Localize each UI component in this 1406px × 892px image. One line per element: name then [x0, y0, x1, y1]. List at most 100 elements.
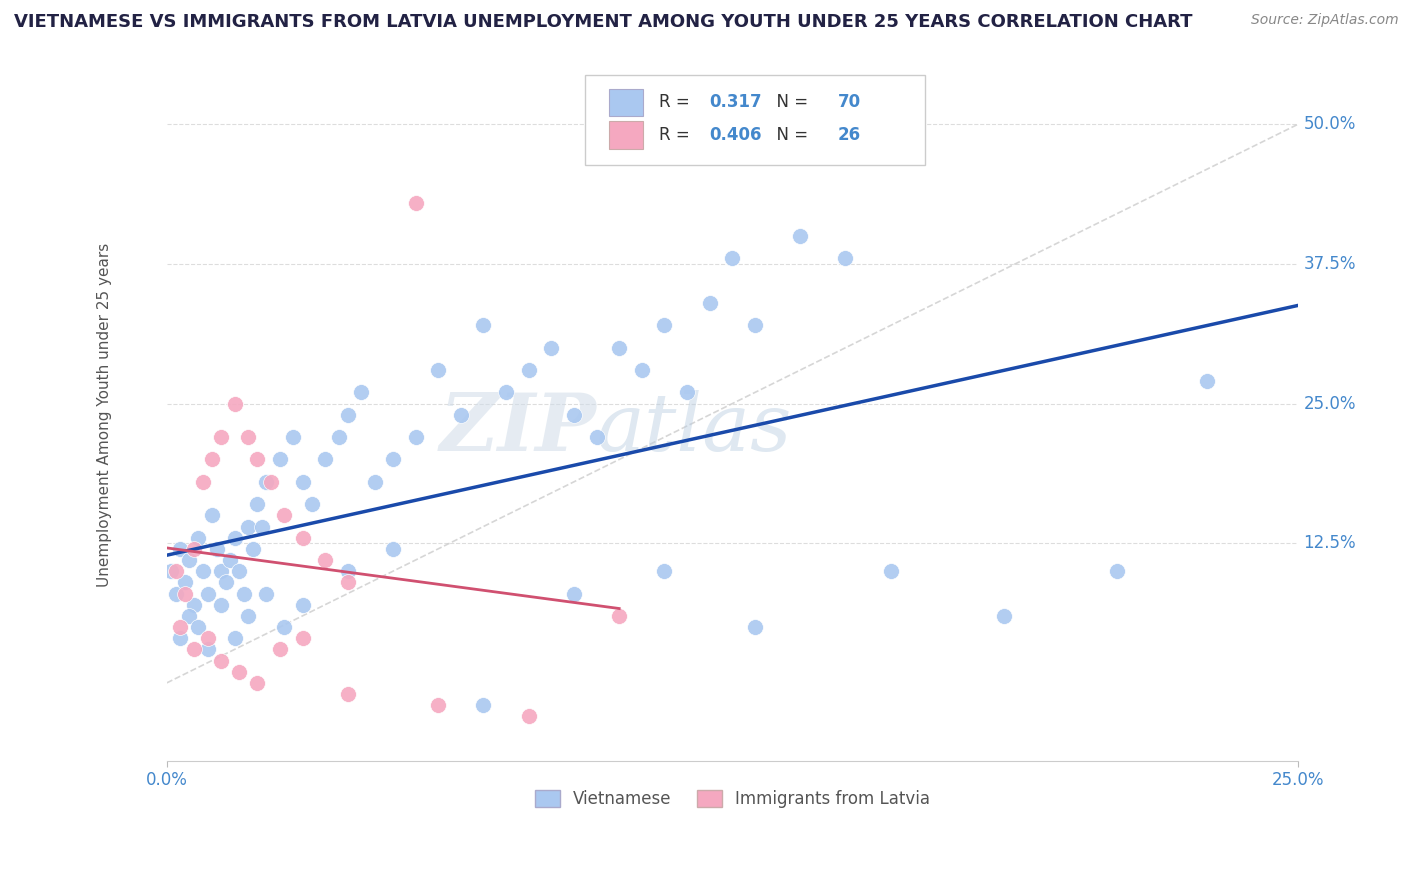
Point	[654, 564, 676, 578]
Point	[238, 519, 260, 533]
Point	[676, 385, 699, 400]
Point	[238, 430, 260, 444]
Point	[246, 497, 269, 511]
Point	[654, 318, 676, 333]
Point	[336, 564, 359, 578]
Point	[260, 475, 283, 489]
Point	[187, 620, 209, 634]
Point	[427, 698, 450, 713]
Text: 0.406: 0.406	[710, 126, 762, 144]
Point	[209, 564, 232, 578]
Point	[169, 631, 191, 645]
Point	[183, 598, 205, 612]
Point	[744, 318, 766, 333]
Point	[336, 687, 359, 701]
Point	[224, 396, 246, 410]
Point	[350, 385, 373, 400]
Text: 25.0%: 25.0%	[1303, 394, 1355, 413]
Point	[201, 452, 224, 467]
Point	[1105, 564, 1128, 578]
Point	[273, 508, 295, 523]
Text: atlas: atlas	[596, 390, 792, 467]
Point	[197, 586, 219, 600]
Point	[205, 541, 228, 556]
Point	[246, 452, 269, 467]
Point	[179, 608, 201, 623]
Point	[607, 341, 630, 355]
Text: 12.5%: 12.5%	[1303, 534, 1355, 552]
Point	[328, 430, 350, 444]
FancyBboxPatch shape	[609, 121, 643, 149]
Point	[472, 318, 495, 333]
Point	[405, 430, 427, 444]
Text: R =: R =	[659, 126, 695, 144]
Point	[562, 408, 585, 422]
Point	[197, 631, 219, 645]
Text: VIETNAMESE VS IMMIGRANTS FROM LATVIA UNEMPLOYMENT AMONG YOUTH UNDER 25 YEARS COR: VIETNAMESE VS IMMIGRANTS FROM LATVIA UNE…	[14, 13, 1192, 31]
Point	[699, 296, 721, 310]
Point	[540, 341, 562, 355]
Point	[314, 452, 336, 467]
Point	[228, 564, 250, 578]
Point	[269, 452, 291, 467]
Point	[219, 553, 242, 567]
Point	[495, 385, 517, 400]
Point	[301, 497, 323, 511]
Point	[224, 631, 246, 645]
Point	[191, 475, 214, 489]
Text: ZIP: ZIP	[440, 390, 596, 467]
FancyBboxPatch shape	[609, 88, 643, 116]
Point	[427, 363, 450, 377]
Point	[179, 553, 201, 567]
Text: Source: ZipAtlas.com: Source: ZipAtlas.com	[1251, 13, 1399, 28]
Point	[214, 575, 236, 590]
Point	[291, 631, 314, 645]
Point	[562, 586, 585, 600]
Point	[336, 575, 359, 590]
Legend: Vietnamese, Immigrants from Latvia: Vietnamese, Immigrants from Latvia	[529, 783, 936, 815]
Point	[993, 608, 1015, 623]
Point	[585, 430, 607, 444]
Text: 37.5%: 37.5%	[1303, 255, 1355, 273]
Point	[336, 408, 359, 422]
Point	[183, 541, 205, 556]
Point	[209, 654, 232, 668]
Point	[197, 642, 219, 657]
Point	[364, 475, 387, 489]
Text: N =: N =	[766, 94, 814, 112]
Point	[187, 531, 209, 545]
Text: N =: N =	[766, 126, 814, 144]
Point	[450, 408, 472, 422]
Point	[209, 598, 232, 612]
Point	[283, 430, 305, 444]
Point	[169, 620, 191, 634]
Point	[228, 665, 250, 679]
Text: 26: 26	[838, 126, 860, 144]
Point	[291, 531, 314, 545]
Point	[238, 608, 260, 623]
Point	[173, 575, 195, 590]
Point	[834, 252, 856, 266]
Text: 0.317: 0.317	[710, 94, 762, 112]
FancyBboxPatch shape	[585, 76, 925, 166]
Text: 70: 70	[838, 94, 860, 112]
Point	[209, 430, 232, 444]
Point	[254, 475, 277, 489]
Point	[173, 586, 195, 600]
Point	[254, 586, 277, 600]
Point	[201, 508, 224, 523]
Point	[607, 608, 630, 623]
Point	[630, 363, 652, 377]
Point	[291, 475, 314, 489]
Point	[517, 363, 540, 377]
Point	[246, 676, 269, 690]
Point	[382, 541, 405, 556]
Point	[183, 642, 205, 657]
Point	[191, 564, 214, 578]
Point	[160, 564, 183, 578]
Point	[517, 709, 540, 723]
Point	[472, 698, 495, 713]
Point	[165, 586, 187, 600]
Point	[879, 564, 901, 578]
Point	[169, 541, 191, 556]
